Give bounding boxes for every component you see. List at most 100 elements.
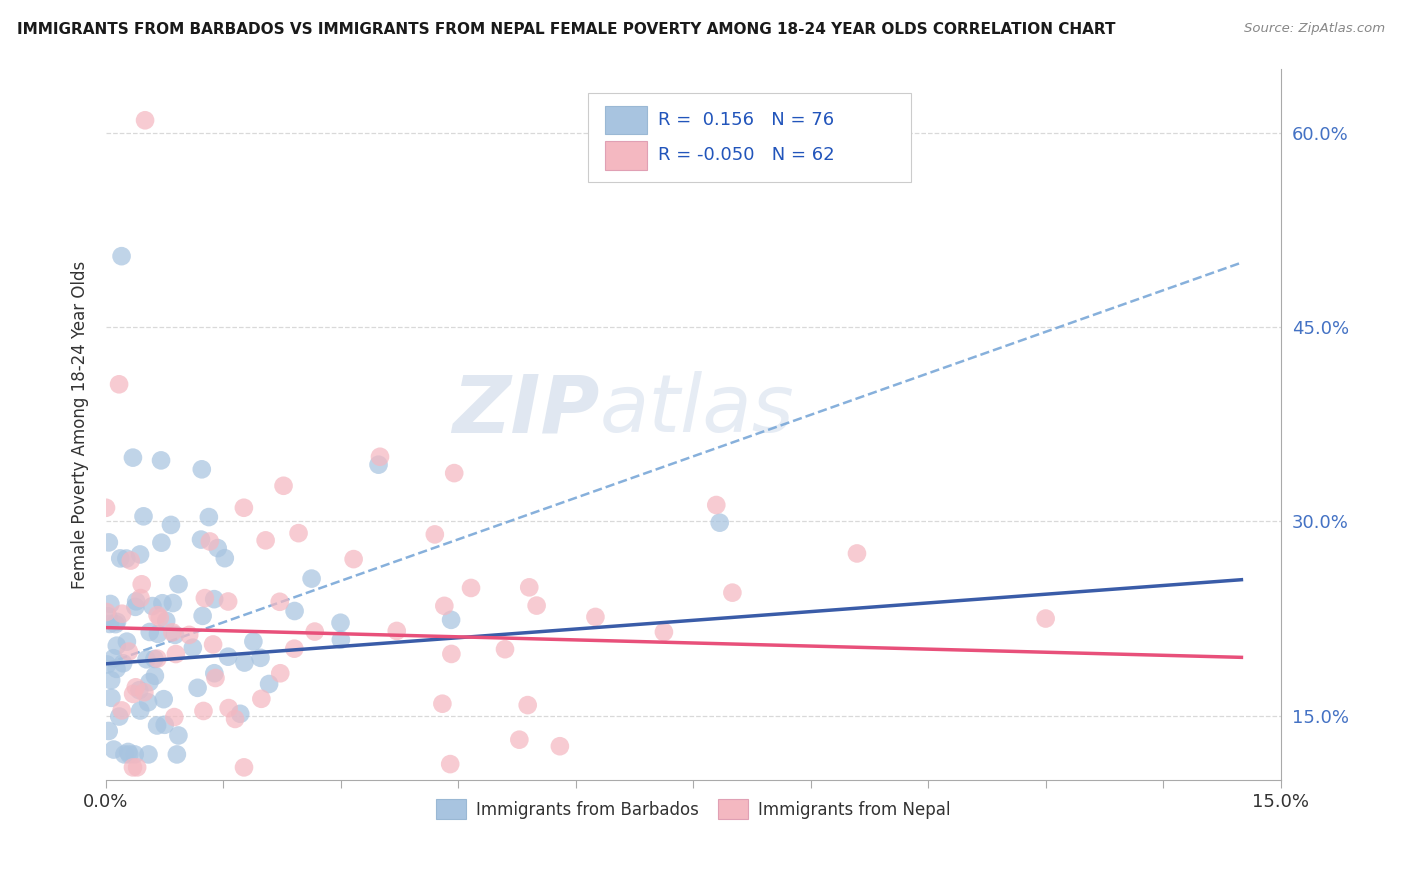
Point	[146, 651, 169, 665]
Point	[191, 608, 214, 623]
Point	[846, 546, 869, 560]
Text: Source: ZipAtlas.com: Source: ZipAtlas.com	[1244, 22, 1385, 36]
Point	[150, 535, 173, 549]
Point	[229, 706, 252, 721]
Point	[217, 649, 239, 664]
Point	[269, 666, 291, 681]
Point	[232, 500, 254, 515]
Point	[128, 683, 150, 698]
Y-axis label: Female Poverty Among 18-24 Year Olds: Female Poverty Among 18-24 Year Olds	[72, 260, 89, 589]
Point	[96, 657, 118, 672]
Point	[162, 596, 184, 610]
Point	[329, 632, 352, 647]
Point	[110, 551, 132, 566]
Text: ZIP: ZIP	[451, 371, 599, 450]
Point	[146, 627, 169, 641]
Point	[254, 533, 277, 548]
Point	[709, 516, 731, 530]
Point	[198, 510, 221, 524]
Point	[433, 599, 456, 613]
Text: IMMIGRANTS FROM BARBADOS VS IMMIGRANTS FROM NEPAL FEMALE POVERTY AMONG 18-24 YEA: IMMIGRANTS FROM BARBADOS VS IMMIGRANTS F…	[17, 22, 1115, 37]
Point	[242, 634, 264, 648]
Point	[721, 585, 744, 599]
Point	[139, 624, 162, 639]
Point	[218, 701, 240, 715]
Point	[179, 628, 201, 642]
Point	[167, 577, 190, 591]
Point	[250, 691, 273, 706]
Point	[105, 639, 128, 653]
Point	[136, 695, 159, 709]
Point	[155, 614, 177, 628]
Point	[97, 723, 120, 738]
Point	[104, 617, 127, 632]
Point	[129, 591, 152, 605]
FancyBboxPatch shape	[605, 105, 647, 134]
Point	[112, 747, 135, 762]
Point	[129, 704, 152, 718]
Point	[132, 509, 155, 524]
Point	[187, 681, 209, 695]
Point	[98, 616, 121, 631]
Point	[198, 534, 221, 549]
Point	[111, 703, 134, 717]
Point	[146, 608, 169, 623]
Point	[105, 662, 128, 676]
Point	[162, 625, 184, 640]
Point	[207, 541, 229, 555]
Point	[129, 548, 152, 562]
Point	[153, 718, 176, 732]
Point	[190, 533, 212, 547]
Point	[516, 698, 538, 712]
Point	[94, 500, 117, 515]
Point	[124, 599, 146, 614]
Point	[193, 704, 215, 718]
Point	[548, 739, 571, 754]
Point	[526, 599, 548, 613]
Point	[100, 597, 122, 611]
Point	[257, 677, 280, 691]
Point	[150, 453, 173, 467]
Point	[1035, 611, 1057, 625]
Point	[122, 450, 145, 465]
Point	[115, 551, 138, 566]
Point	[165, 647, 187, 661]
Point	[181, 640, 204, 655]
Point	[163, 710, 186, 724]
Point	[160, 517, 183, 532]
Point	[368, 450, 391, 464]
Point	[217, 594, 239, 608]
Point	[97, 535, 120, 549]
Point	[273, 479, 295, 493]
Point	[163, 628, 186, 642]
Point	[117, 745, 139, 759]
Point	[122, 687, 145, 701]
Point	[141, 599, 163, 613]
Point	[124, 747, 146, 762]
Text: atlas: atlas	[599, 371, 794, 450]
Point	[233, 656, 256, 670]
Point	[269, 595, 291, 609]
Point	[652, 625, 675, 640]
Point	[138, 747, 160, 762]
Point	[115, 634, 138, 648]
Point	[249, 650, 271, 665]
Point	[166, 747, 188, 762]
Point	[233, 760, 256, 774]
Point	[508, 732, 530, 747]
Point	[440, 647, 463, 661]
Point	[125, 594, 148, 608]
Point	[96, 605, 118, 619]
Point	[127, 760, 149, 774]
Point	[304, 624, 326, 639]
Point	[704, 498, 727, 512]
Point	[97, 609, 120, 624]
Point	[287, 526, 309, 541]
Point	[191, 462, 214, 476]
Point	[494, 642, 516, 657]
Point	[135, 652, 157, 666]
Point	[194, 591, 217, 606]
Text: R =  0.156   N = 76: R = 0.156 N = 76	[658, 111, 834, 128]
Point	[122, 760, 145, 774]
Point	[120, 553, 142, 567]
